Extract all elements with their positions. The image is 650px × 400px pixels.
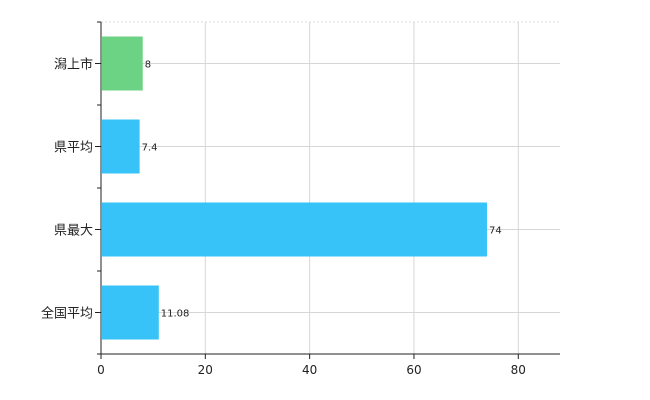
bar-1 <box>102 119 140 174</box>
x-tick-label-1: 20 <box>198 363 213 377</box>
data-label-1: 7.4 <box>142 143 158 154</box>
category-label-2: 県最大 <box>54 224 93 239</box>
grid-lines <box>101 21 560 354</box>
bar-2 <box>102 202 487 257</box>
category-label-1: 県平均 <box>54 141 93 156</box>
bars-group <box>102 36 487 340</box>
bar-0 <box>102 36 143 91</box>
data-label-2: 74 <box>489 226 502 237</box>
category-label-3: 全国平均 <box>41 306 93 322</box>
x-tick-label-0: 0 <box>97 363 105 377</box>
x-tick-label-3: 60 <box>406 363 421 377</box>
category-label-0: 潟上市 <box>54 57 93 73</box>
x-tick-label-4: 80 <box>511 363 526 377</box>
data-label-3: 11.08 <box>161 309 190 320</box>
x-tick-label-2: 40 <box>302 363 317 377</box>
data-label-0: 8 <box>145 60 151 71</box>
axes-group <box>95 21 560 359</box>
bar-3 <box>102 285 159 340</box>
